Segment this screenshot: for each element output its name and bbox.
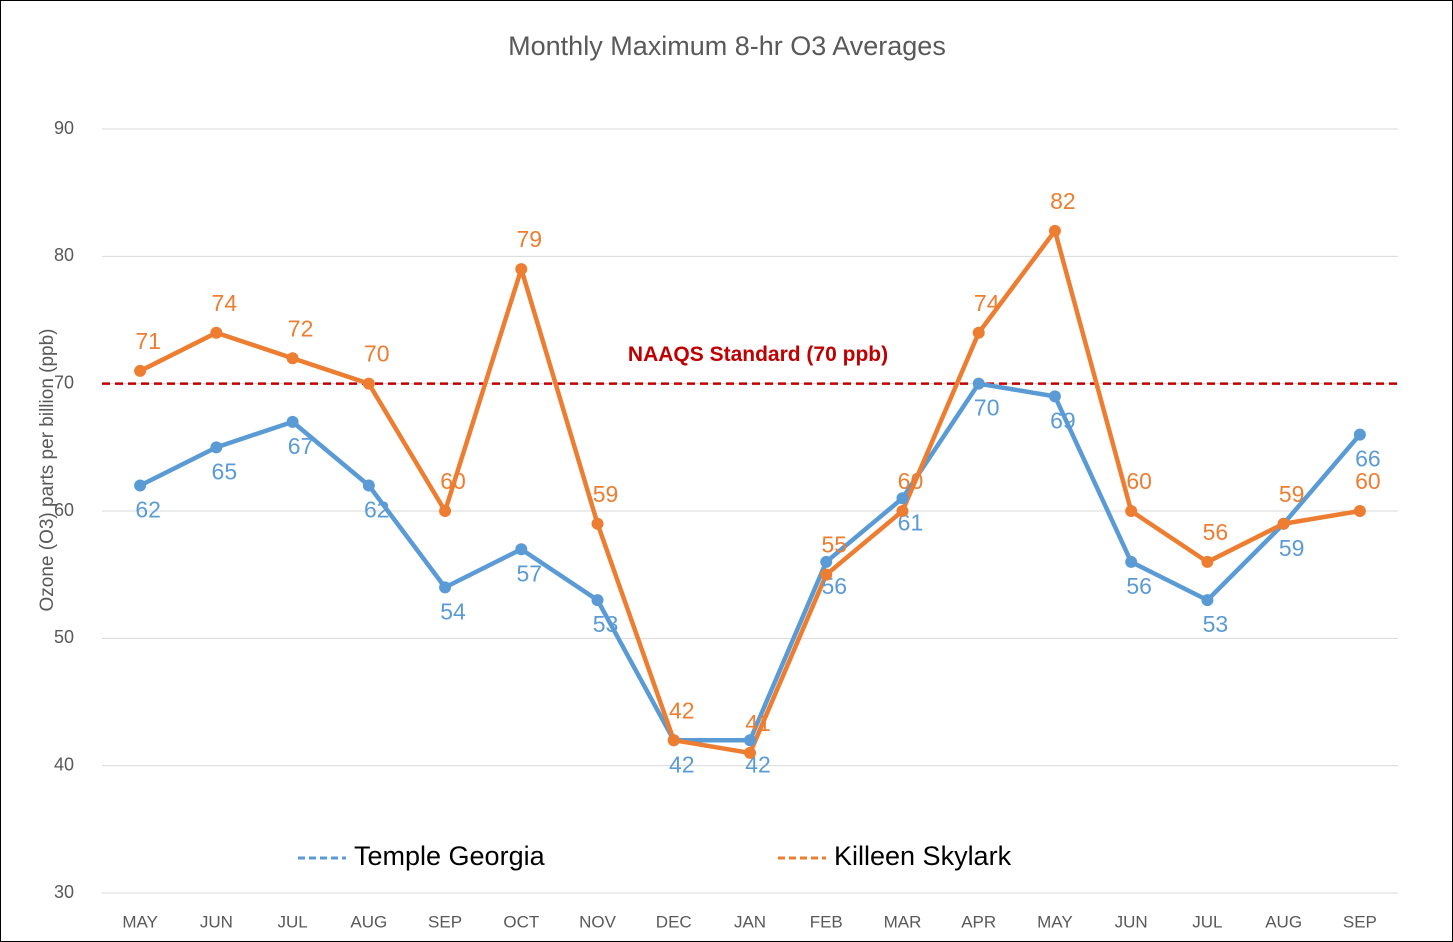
data-label: 60 [1355, 468, 1381, 494]
data-point [667, 734, 680, 747]
data-point [1201, 594, 1214, 607]
data-point [439, 581, 452, 594]
data-point [820, 568, 833, 581]
data-label: 60 [898, 468, 924, 494]
y-tick-label: 30 [54, 882, 74, 902]
data-label: 42 [669, 751, 695, 777]
x-tick-label: JUL [1192, 912, 1222, 931]
data-point [134, 479, 147, 492]
data-label: 60 [440, 468, 466, 494]
data-label: 55 [821, 532, 847, 558]
data-point [972, 377, 985, 390]
y-tick-label: 50 [54, 627, 74, 647]
x-tick-label: NOV [579, 912, 617, 931]
x-tick-label: AUG [350, 912, 387, 931]
legend-label: Killeen Skylark [834, 841, 1012, 871]
x-tick-label: JAN [734, 912, 766, 931]
data-label: 59 [1279, 481, 1305, 507]
data-point [1125, 555, 1138, 568]
data-label: 72 [288, 315, 314, 341]
y-tick-label: 90 [54, 118, 74, 138]
x-tick-label: OCT [503, 912, 539, 931]
data-label: 60 [1126, 468, 1152, 494]
data-point [515, 543, 528, 556]
y-axis-label: Ozone (O3) parts per billion (ppb) [37, 328, 58, 611]
data-point [896, 505, 909, 517]
data-label: 70 [364, 341, 390, 367]
data-point [134, 364, 147, 377]
data-point [591, 594, 604, 607]
data-label: 54 [440, 598, 466, 624]
data-point [591, 517, 604, 530]
data-label: 82 [1050, 188, 1076, 214]
data-label: 74 [212, 290, 238, 316]
y-tick-label: 60 [54, 500, 74, 520]
data-point [744, 734, 756, 747]
data-point [210, 326, 223, 339]
data-label: 53 [1203, 611, 1229, 637]
data-label: 66 [1355, 446, 1381, 472]
data-label: 59 [1279, 535, 1305, 561]
data-label: 69 [1050, 407, 1076, 433]
x-tick-label: FEB [810, 912, 843, 931]
data-label: 79 [516, 226, 542, 252]
data-label: 56 [1203, 519, 1229, 545]
data-label: 62 [135, 497, 161, 523]
legend-label: Temple Georgia [354, 841, 546, 871]
data-label: 42 [669, 697, 695, 723]
data-point [210, 441, 223, 454]
data-point [439, 505, 452, 517]
data-point [1277, 517, 1290, 530]
data-label: 67 [288, 433, 314, 459]
data-point [1048, 390, 1061, 403]
data-point [515, 263, 528, 276]
x-tick-label: APR [961, 912, 996, 931]
data-label: 53 [593, 611, 619, 637]
data-label: 56 [1126, 573, 1152, 599]
x-tick-label: JUL [277, 912, 307, 931]
data-label: 71 [135, 328, 161, 354]
data-label: 70 [974, 395, 1000, 421]
data-point [1048, 224, 1061, 237]
data-label: 41 [745, 710, 771, 736]
x-tick-label: MAY [1037, 912, 1073, 931]
chart-title: Monthly Maximum 8-hr O3 Averages [508, 31, 946, 61]
y-tick-label: 80 [54, 245, 74, 265]
data-point [1201, 555, 1214, 568]
x-tick-label: MAR [884, 912, 922, 931]
x-tick-label: SEP [1343, 912, 1377, 931]
data-point [820, 555, 833, 568]
x-tick-label: JUN [1115, 912, 1148, 931]
data-label: 74 [974, 290, 1000, 316]
x-tick-label: MAY [122, 912, 158, 931]
data-point [1353, 505, 1366, 517]
data-point [972, 326, 985, 339]
x-tick-label: JUN [200, 912, 233, 931]
y-tick-label: 40 [54, 754, 74, 774]
data-point [1125, 505, 1138, 517]
data-point [286, 352, 299, 365]
data-point [362, 479, 375, 492]
x-tick-label: DEC [656, 912, 692, 931]
y-tick-label: 70 [54, 372, 74, 392]
data-point [1353, 428, 1366, 441]
data-label: 57 [516, 560, 542, 586]
data-point [744, 746, 756, 759]
reference-label: NAAQS Standard (70 ppb) [628, 343, 888, 366]
data-point [362, 377, 375, 390]
data-point [286, 415, 299, 428]
data-label: 65 [212, 458, 238, 484]
data-label: 62 [364, 497, 390, 523]
x-tick-label: AUG [1265, 912, 1302, 931]
x-tick-label: SEP [428, 912, 462, 931]
data-label: 59 [593, 481, 619, 507]
data-point [896, 492, 909, 505]
